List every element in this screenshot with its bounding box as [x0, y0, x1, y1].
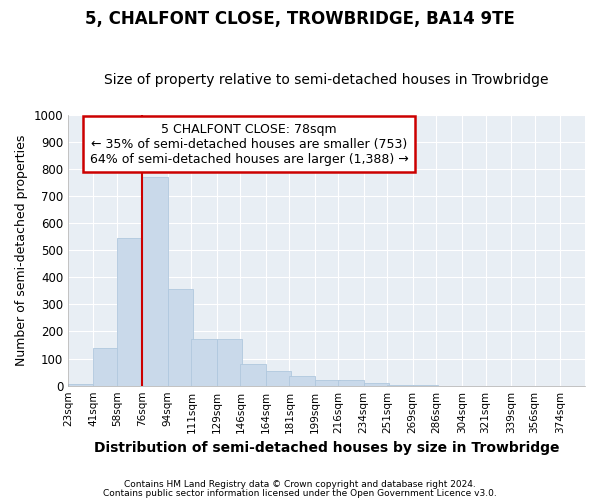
Bar [142, 177, 167, 386]
Text: Contains public sector information licensed under the Open Government Licence v3: Contains public sector information licen… [103, 488, 497, 498]
Bar [338, 380, 364, 386]
Title: Size of property relative to semi-detached houses in Trowbridge: Size of property relative to semi-detach… [104, 73, 549, 87]
Bar [413, 385, 438, 386]
Bar [191, 339, 217, 386]
Text: Contains HM Land Registry data © Crown copyright and database right 2024.: Contains HM Land Registry data © Crown c… [124, 480, 476, 489]
Bar [364, 383, 389, 386]
Bar [388, 385, 413, 386]
Bar [266, 372, 291, 386]
Bar [241, 364, 266, 386]
Bar [217, 339, 242, 386]
Bar [68, 384, 93, 386]
Y-axis label: Number of semi-detached properties: Number of semi-detached properties [15, 134, 28, 366]
Bar [314, 380, 340, 386]
X-axis label: Distribution of semi-detached houses by size in Trowbridge: Distribution of semi-detached houses by … [94, 441, 559, 455]
Text: 5, CHALFONT CLOSE, TROWBRIDGE, BA14 9TE: 5, CHALFONT CLOSE, TROWBRIDGE, BA14 9TE [85, 10, 515, 28]
Bar [93, 348, 118, 386]
Bar [117, 238, 142, 386]
Bar [289, 376, 314, 386]
Bar [167, 288, 193, 386]
Text: 5 CHALFONT CLOSE: 78sqm
← 35% of semi-detached houses are smaller (753)
64% of s: 5 CHALFONT CLOSE: 78sqm ← 35% of semi-de… [89, 122, 409, 166]
